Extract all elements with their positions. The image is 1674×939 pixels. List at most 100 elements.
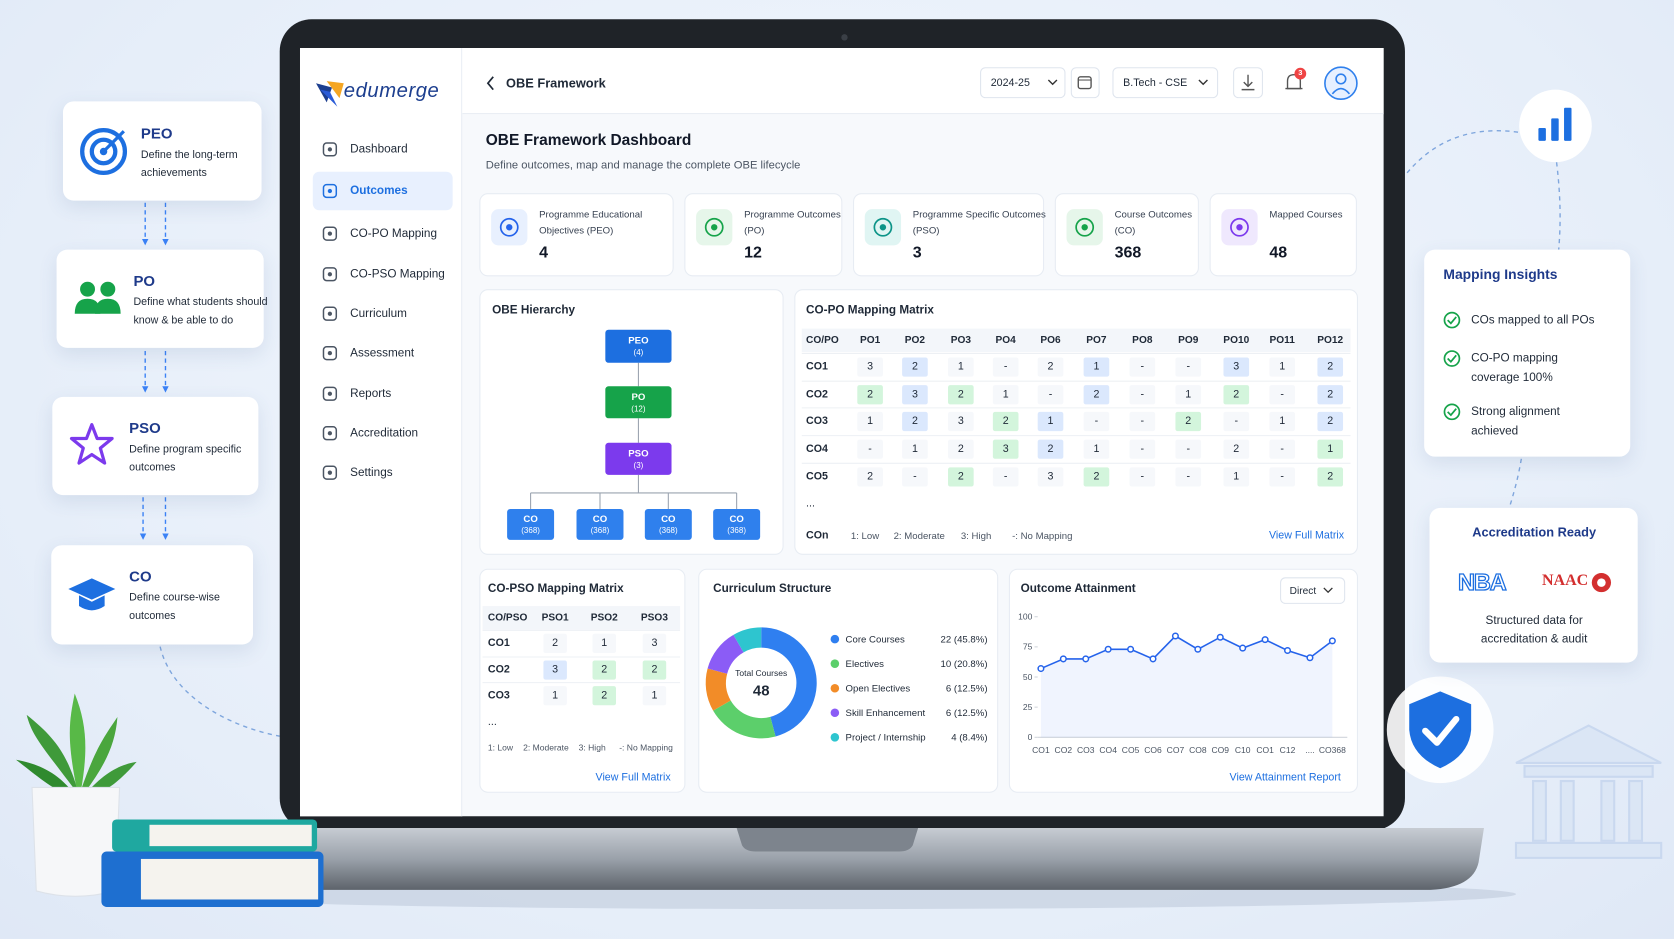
legend-label: Project / Internship — [845, 731, 926, 743]
cell-bg — [1317, 439, 1344, 459]
nav-icon — [322, 306, 338, 321]
cell-bg — [1269, 439, 1295, 459]
value-label: 6 (12.5%) — [945, 707, 988, 719]
node-label: PO — [631, 391, 646, 403]
graphic-part — [89, 137, 118, 166]
table-cell: 2 — [1002, 415, 1009, 428]
cell-bg — [543, 660, 567, 680]
filter-value[interactable]: Direct — [1289, 585, 1317, 597]
table-header: CO/PSO — [487, 611, 528, 624]
graphic-part — [140, 858, 319, 900]
page-breadcrumb[interactable]: OBE Framework — [506, 75, 606, 91]
table-cell: 2 — [1185, 415, 1192, 428]
table-cell: 1 — [601, 637, 608, 650]
nav-item[interactable]: Settings — [350, 466, 393, 480]
calendar-button[interactable] — [1070, 67, 1100, 99]
table-cell: 1 — [1279, 361, 1286, 373]
cell-bg — [948, 411, 974, 432]
cell-bg — [1317, 467, 1344, 487]
cell-bg — [642, 633, 667, 654]
nav-item[interactable]: Curriculum — [350, 307, 407, 321]
table-header: PO10 — [1223, 334, 1250, 347]
page-subtitle: Define outcomes, map and manage the comp… — [485, 158, 801, 172]
table-cell: - — [1186, 443, 1191, 456]
stat-value: 368 — [1114, 243, 1142, 262]
cell-bg — [1269, 357, 1295, 377]
table-cell: 1 — [552, 689, 559, 702]
table-cell: 1 — [1093, 361, 1100, 373]
legend-text: 1: Low — [487, 743, 514, 753]
graphic-part — [322, 306, 338, 321]
accreditation-text: Structured data for accreditation & audi… — [1480, 614, 1588, 646]
graphic-part — [1409, 691, 1472, 769]
side-card-title: CO — [129, 567, 152, 585]
table-header: PO4 — [995, 334, 1016, 347]
node-count: (3) — [633, 460, 644, 471]
nav-item[interactable]: Assessment — [350, 346, 415, 360]
cell-bg — [1083, 385, 1110, 405]
donut-segment — [733, 627, 762, 653]
nav-icon — [322, 226, 338, 241]
logo-mark — [316, 81, 344, 107]
node-label: CO — [729, 513, 744, 524]
nav-item[interactable]: Dashboard — [350, 142, 408, 156]
x-tick-label: CO6 — [1144, 745, 1162, 755]
graphic-part — [327, 231, 333, 236]
nav-item[interactable]: CO-PSO Mapping — [350, 267, 445, 281]
floating-badges — [1386, 89, 1592, 784]
building-art — [1514, 724, 1663, 859]
graphic-part — [186, 827, 1484, 890]
topbar-icons — [1077, 66, 1358, 101]
line-point — [1194, 645, 1202, 653]
legend-label: Electives — [845, 658, 884, 670]
graphic-part — [1551, 118, 1559, 141]
stat-icon — [1221, 209, 1258, 246]
graphic-part — [1514, 841, 1663, 859]
cell-bg — [902, 385, 928, 405]
attainment-link[interactable]: View Attainment Report — [1229, 771, 1341, 784]
table-cell: - — [1094, 415, 1099, 428]
nav-item[interactable]: Accreditation — [350, 426, 419, 440]
graphic-part — [79, 595, 105, 611]
notification-count[interactable]: 3 — [1298, 69, 1303, 78]
hierarchy-node — [644, 508, 692, 540]
graphic-part — [327, 147, 333, 152]
cell-bg — [1223, 411, 1250, 432]
cell-bg — [1037, 439, 1064, 459]
graphic-part — [80, 281, 96, 297]
table-cell: - — [868, 443, 872, 456]
donut-segment — [705, 668, 731, 711]
stat-label: Course Outcomes (CO) — [1114, 209, 1193, 236]
value-label: 6 (12.5%) — [945, 682, 988, 694]
table-cell: 2 — [867, 471, 874, 483]
side-card-icon — [69, 423, 114, 465]
cell-bg — [543, 686, 567, 706]
stat-value: 12 — [744, 243, 762, 262]
graphic-part — [69, 693, 86, 790]
side-card-text: Define the long-term achievements — [140, 149, 238, 180]
legend-dot — [830, 683, 840, 693]
table-cell: - — [1280, 388, 1284, 401]
graphic-part — [327, 351, 333, 356]
program-select[interactable] — [1112, 67, 1219, 99]
value-label: 4 (8.4%) — [951, 731, 988, 743]
view-matrix-link[interactable]: View Full Matrix — [1268, 529, 1345, 542]
legend-label: Skill Enhancement — [845, 707, 926, 719]
stat-icon — [491, 209, 528, 246]
x-tick-label: CO4 — [1099, 745, 1117, 755]
nav-item[interactable]: CO-PO Mapping — [350, 227, 437, 241]
graphic-part — [873, 217, 893, 237]
view-matrix-link[interactable]: View Full Matrix — [595, 771, 671, 784]
table-cell: 2 — [1047, 443, 1054, 456]
table-cell: 2 — [1233, 443, 1240, 456]
cell-bg — [592, 686, 617, 706]
line-point — [1284, 646, 1292, 655]
nav-item[interactable]: Outcomes — [350, 184, 408, 198]
cell-bg — [1083, 357, 1110, 377]
row-header: CO2 — [806, 388, 828, 401]
table-cell: - — [1280, 471, 1284, 483]
donut-center-label: Total Courses — [735, 668, 788, 679]
nav-item[interactable]: Reports — [350, 387, 392, 401]
direct-select[interactable] — [1280, 577, 1346, 604]
